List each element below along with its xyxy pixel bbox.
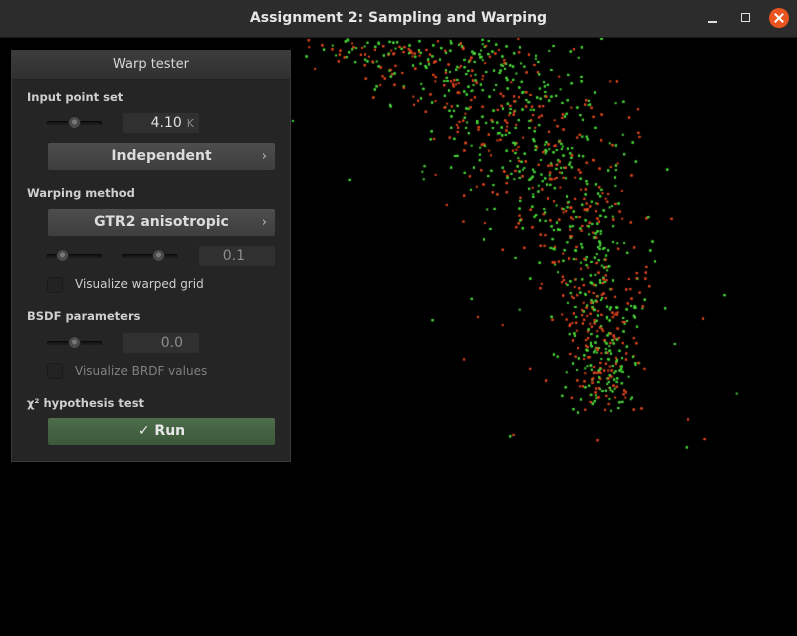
panel-title[interactable]: Warp tester	[12, 51, 290, 80]
bsdf-value: 0.0	[160, 335, 183, 351]
input-point-set-label: Input point set	[27, 90, 124, 104]
visualize-grid-checkbox[interactable]	[47, 277, 63, 293]
point-type-label: Independent	[111, 148, 212, 164]
slider-track	[122, 254, 177, 258]
warp-method-label: GTR2 anisotropic	[94, 214, 229, 230]
slider-knob[interactable]	[68, 336, 81, 349]
warp-tester-panel: Warp tester Input point set 4.10 K Indepe…	[11, 50, 291, 462]
minimize-button[interactable]	[703, 8, 723, 28]
close-button[interactable]	[769, 8, 789, 28]
visualize-brdf-label: Visualize BRDF values	[75, 364, 208, 378]
slider-knob[interactable]	[56, 249, 69, 262]
chi2-test-label: χ² hypothesis test	[27, 396, 145, 410]
maximize-button[interactable]	[736, 8, 756, 28]
bsdf-value-field[interactable]: 0.0	[122, 332, 200, 354]
visualize-grid-label: Visualize warped grid	[75, 277, 204, 291]
warp-param-value: 0.1	[222, 248, 245, 264]
bsdf-parameters-label: BSDF parameters	[27, 309, 141, 323]
point-type-dropdown[interactable]: Independent ›	[47, 142, 276, 171]
chevron-right-icon: ›	[261, 149, 267, 164]
chevron-right-icon: ›	[261, 215, 267, 230]
point-count-unit: K	[186, 117, 194, 130]
warp-method-dropdown[interactable]: GTR2 anisotropic ›	[47, 208, 276, 237]
warp-param-slider-1[interactable]	[47, 246, 102, 266]
point-count-value: 4.10	[150, 115, 182, 131]
bsdf-slider[interactable]	[47, 333, 102, 353]
run-button[interactable]: ✓ Run	[47, 417, 276, 446]
title-bar: Assignment 2: Sampling and Warping	[0, 0, 797, 38]
slider-knob[interactable]	[68, 116, 81, 129]
point-count-field[interactable]: 4.10 K	[122, 112, 200, 134]
warping-method-label: Warping method	[27, 186, 135, 200]
warp-param-field[interactable]: 0.1	[198, 245, 276, 267]
slider-track	[47, 254, 102, 258]
warp-param-slider-2[interactable]	[122, 246, 177, 266]
slider-knob[interactable]	[152, 249, 165, 262]
window-title: Assignment 2: Sampling and Warping	[249, 10, 548, 26]
point-count-slider[interactable]	[47, 113, 102, 133]
visualize-brdf-checkbox[interactable]	[47, 363, 63, 379]
